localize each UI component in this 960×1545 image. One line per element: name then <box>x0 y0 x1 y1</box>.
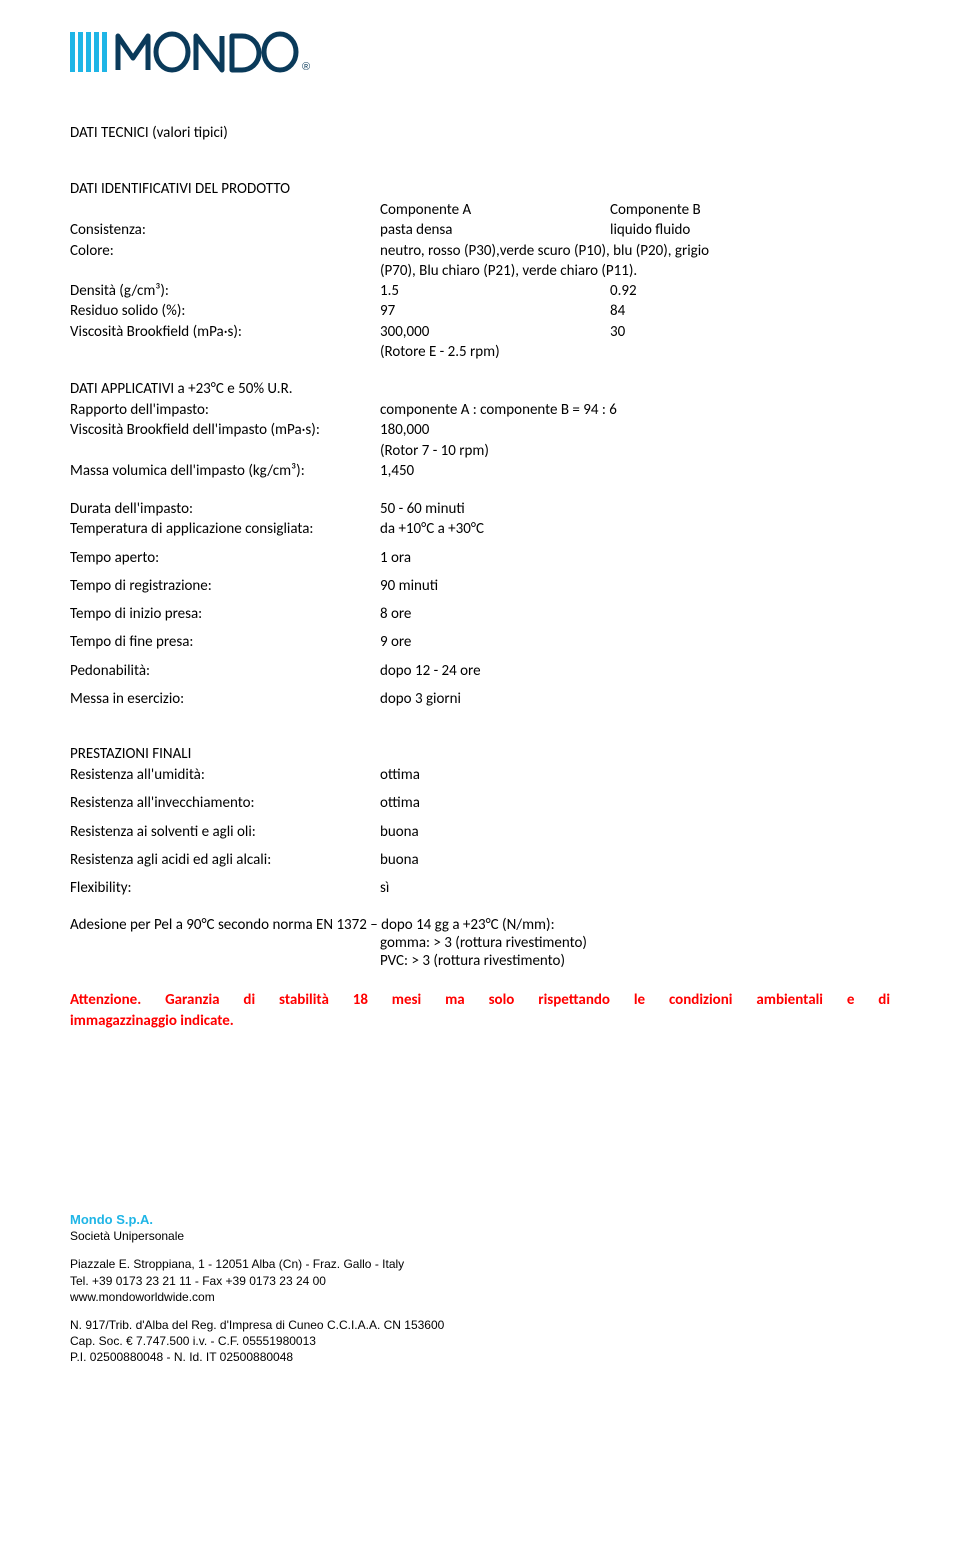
densita-b: 0.92 <box>610 281 890 301</box>
visco-bf-note: (Rotore E - 2.5 rpm) <box>380 342 890 362</box>
reg-val: 90 minuti <box>380 576 890 596</box>
footer-addr: Piazzale E. Stroppiana, 1 - 12051 Alba (… <box>70 1256 890 1272</box>
row-reg: Tempo di registrazione: 90 minuti <box>70 576 890 596</box>
colore-label: Colore: <box>70 241 380 261</box>
row-colore: Colore: neutro, rosso (P30),verde scuro … <box>70 241 890 261</box>
adesione-pvc: PVC: > 3 (rottura rivestimento) <box>70 952 890 970</box>
row-acidi: Resistenza agli acidi ed agli alcali: bu… <box>70 850 890 870</box>
footer-company: Mondo S.p.A. <box>70 1211 890 1229</box>
massa-val: 1,450 <box>380 461 890 481</box>
adesione-title: Adesione per Pel a 90°C secondo norma EN… <box>70 916 890 934</box>
massa-label: Massa volumica dell'impasto (kg/cm³): <box>70 461 380 481</box>
adesione-gomma: gomma: > 3 (rottura rivestimento) <box>70 934 890 952</box>
visco-imp-label: Viscosità Brookfield dell'impasto (mPa·s… <box>70 420 380 440</box>
row-colore-2: (P70), Blu chiaro (P21), verde chiaro (P… <box>70 261 890 281</box>
residuo-label: Residuo solido (%): <box>70 301 380 321</box>
row-visco-imp-note: (Rotor 7 - 10 rpm) <box>70 441 890 461</box>
visco-bf-label: Viscosità Brookfield (mPa·s): <box>70 322 380 342</box>
durata-val: 50 - 60 minuti <box>380 499 890 519</box>
section-dati-app: DATI APPLICATIVI a +23°C e 50% U.R. <box>70 380 890 398</box>
flex-val: sì <box>380 878 890 898</box>
inizio-label: Tempo di inizio presa: <box>70 604 380 624</box>
residuo-b: 84 <box>610 301 890 321</box>
ped-val: dopo 12 - 24 ore <box>380 661 890 681</box>
row-invecchiamento: Resistenza all'invecchiamento: ottima <box>70 793 890 813</box>
consistenza-label: Consistenza: <box>70 220 380 240</box>
aperto-label: Tempo aperto: <box>70 548 380 568</box>
umid-val: ottima <box>380 765 890 785</box>
reg-label: Tempo di registrazione: <box>70 576 380 596</box>
consistenza-a: pasta densa <box>380 220 610 240</box>
residuo-a: 97 <box>380 301 610 321</box>
flex-label: Flexibility: <box>70 878 380 898</box>
durata-label: Durata dell'impasto: <box>70 499 380 519</box>
rapporto-label: Rapporto dell'impasto: <box>70 400 380 420</box>
section-dati-ident: DATI IDENTIFICATIVI DEL PRODOTTO <box>70 180 890 198</box>
consistenza-b: liquido fluido <box>610 220 890 240</box>
footer-societa: Società Unipersonale <box>70 1228 890 1244</box>
row-massa: Massa volumica dell'impasto (kg/cm³): 1,… <box>70 461 890 481</box>
fine-val: 9 ore <box>380 632 890 652</box>
row-inizio: Tempo di inizio presa: 8 ore <box>70 604 890 624</box>
row-pedonabilita: Pedonabilità: dopo 12 - 24 ore <box>70 661 890 681</box>
row-durata: Durata dell'impasto: 50 - 60 minuti <box>70 499 890 519</box>
invec-label: Resistenza all'invecchiamento: <box>70 793 380 813</box>
temp-val: da +10°C a +30°C <box>380 519 890 539</box>
footer-tel: Tel. +39 0173 23 21 11 - Fax +39 0173 23… <box>70 1273 890 1289</box>
visco-imp-val: 180,000 <box>380 420 890 440</box>
attenzione: Attenzione. Garanzia di stabilità 18 mes… <box>70 990 890 1031</box>
row-messa: Messa in esercizio: dopo 3 giorni <box>70 689 890 709</box>
row-densita: Densità (g/cm³): 1.5 0.92 <box>70 281 890 301</box>
footer-cap: Cap. Soc. € 7.747.500 i.v. - C.F. 055519… <box>70 1333 890 1349</box>
colore-line1: neutro, rosso (P30),verde scuro (P10), b… <box>380 241 890 261</box>
solv-label: Resistenza ai solventi e agli oli: <box>70 822 380 842</box>
temp-label: Temperatura di applicazione consigliata: <box>70 519 380 539</box>
footer-pi: P.I. 02500880048 - N. Id. IT 02500880048 <box>70 1349 890 1365</box>
row-temp: Temperatura di applicazione consigliata:… <box>70 519 890 539</box>
inizio-val: 8 ore <box>380 604 890 624</box>
logo: ® <box>70 30 890 74</box>
row-rapporto: Rapporto dell'impasto: componente A : co… <box>70 400 890 420</box>
ped-label: Pedonabilità: <box>70 661 380 681</box>
row-solventi: Resistenza ai solventi e agli oli: buona <box>70 822 890 842</box>
section-dati-tecnici: DATI TECNICI (valori tipici) <box>70 124 890 142</box>
footer-reg: N. 917/Trib. d'Alba del Reg. d'Impresa d… <box>70 1317 890 1333</box>
footer: Mondo S.p.A. Società Unipersonale Piazza… <box>70 1211 890 1366</box>
header-comp-b: Componente B <box>610 200 890 220</box>
header-row: Componente A Componente B <box>70 200 890 220</box>
footer-web: www.mondoworldwide.com <box>70 1289 890 1305</box>
visco-imp-note: (Rotor 7 - 10 rpm) <box>380 441 890 461</box>
attenzione-line1: Attenzione. Garanzia di stabilità 18 mes… <box>70 991 890 1009</box>
svg-text:®: ® <box>302 61 310 73</box>
densita-a: 1.5 <box>380 281 610 301</box>
acid-label: Resistenza agli acidi ed agli alcali: <box>70 850 380 870</box>
acid-val: buona <box>380 850 890 870</box>
aperto-val: 1 ora <box>380 548 890 568</box>
invec-val: ottima <box>380 793 890 813</box>
header-comp-a: Componente A <box>380 200 610 220</box>
row-visco-bf-note: (Rotore E - 2.5 rpm) <box>70 342 890 362</box>
row-umidita: Resistenza all'umidità: ottima <box>70 765 890 785</box>
row-consistenza: Consistenza: pasta densa liquido fluido <box>70 220 890 240</box>
row-visco-bf: Viscosità Brookfield (mPa·s): 300,000 30 <box>70 322 890 342</box>
row-fine: Tempo di fine presa: 9 ore <box>70 632 890 652</box>
fine-label: Tempo di fine presa: <box>70 632 380 652</box>
rapporto-val: componente A : componente B = 94 : 6 <box>380 400 890 420</box>
colore-line2: (P70), Blu chiaro (P21), verde chiaro (P… <box>380 261 890 281</box>
row-visco-imp: Viscosità Brookfield dell'impasto (mPa·s… <box>70 420 890 440</box>
messa-label: Messa in esercizio: <box>70 689 380 709</box>
visco-bf-a: 300,000 <box>380 322 610 342</box>
densita-label: Densità (g/cm³): <box>70 281 380 301</box>
row-aperto: Tempo aperto: 1 ora <box>70 548 890 568</box>
row-flexibility: Flexibility: sì <box>70 878 890 898</box>
row-residuo: Residuo solido (%): 97 84 <box>70 301 890 321</box>
section-prest-finali: PRESTAZIONI FINALI <box>70 745 890 763</box>
solv-val: buona <box>380 822 890 842</box>
umid-label: Resistenza all'umidità: <box>70 765 380 785</box>
attenzione-line2: immagazzinaggio indicate. <box>70 1011 890 1031</box>
messa-val: dopo 3 giorni <box>380 689 890 709</box>
visco-bf-b: 30 <box>610 322 890 342</box>
